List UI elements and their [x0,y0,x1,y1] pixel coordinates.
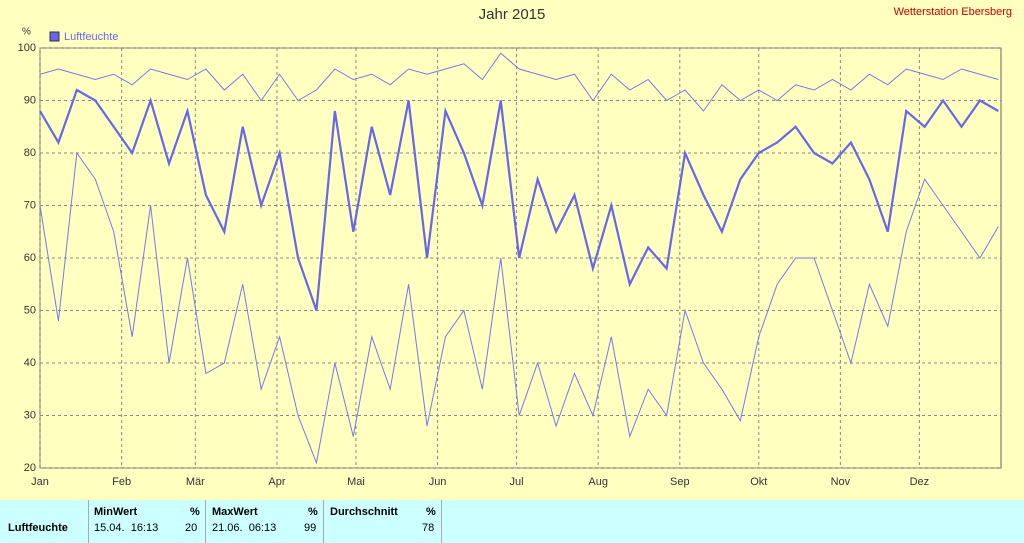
y-tick-label: 50 [24,304,36,316]
x-tick-label: Nov [831,476,851,488]
y-tick-label: 40 [24,357,36,369]
data-line [39,88,999,311]
x-tick-label: Feb [112,476,131,488]
col-sep [205,500,206,543]
x-tick-label: Sep [670,476,690,488]
header: Durchschnitt [330,506,398,518]
y-tick-label: 70 [24,199,36,211]
cell: 99 [304,522,317,534]
x-tick-label: Jan [31,476,49,488]
x-tick-label: Aug [588,476,608,488]
x-tick-label: Mai [347,476,365,488]
station-label: Wetterstation Ebersberg [894,6,1012,18]
data-line [39,52,999,112]
chart: Jahr 2015 Wetterstation Ebersberg % 20 30… [18,6,1012,488]
cell: 15.04. 16:13 [94,522,159,534]
x-tick-label: Jun [429,476,447,488]
y-tick-label: 100 [18,42,36,54]
header: MaxWert [212,506,258,518]
col-sep [323,500,324,543]
y-tick-label: 20 [24,462,36,474]
cell: 78 [422,522,435,534]
col-sep [441,500,442,543]
cell: 20 [185,522,198,534]
data-line [39,151,999,465]
header: % [308,506,318,518]
x-tick-label: Apr [268,476,285,488]
y-tick-label: 90 [24,94,36,106]
chart-title: Jahr 2015 [479,6,546,23]
y-tick-label: 60 [24,252,36,264]
x-tick-label: Okt [750,476,767,488]
x-tick-label: Jul [510,476,524,488]
row-label: Luftfeuchte [8,522,68,534]
y-tick-label: 30 [24,409,36,421]
y-unit: % [22,27,31,38]
y-tick-label: 80 [24,147,36,159]
header: % [190,506,200,518]
header: MinWert [94,506,138,518]
legend-label: Luftfeuchte [64,31,118,43]
col-sep [88,500,89,543]
x-tick-label: Dez [910,476,930,488]
header: % [426,506,436,518]
cell: 21.06. 06:13 [212,522,277,534]
x-tick-label: Mär [186,476,205,488]
stats-table: MinWert % MaxWert % Durchschnitt % Luftf… [0,500,1024,543]
legend-swatch [49,31,60,42]
